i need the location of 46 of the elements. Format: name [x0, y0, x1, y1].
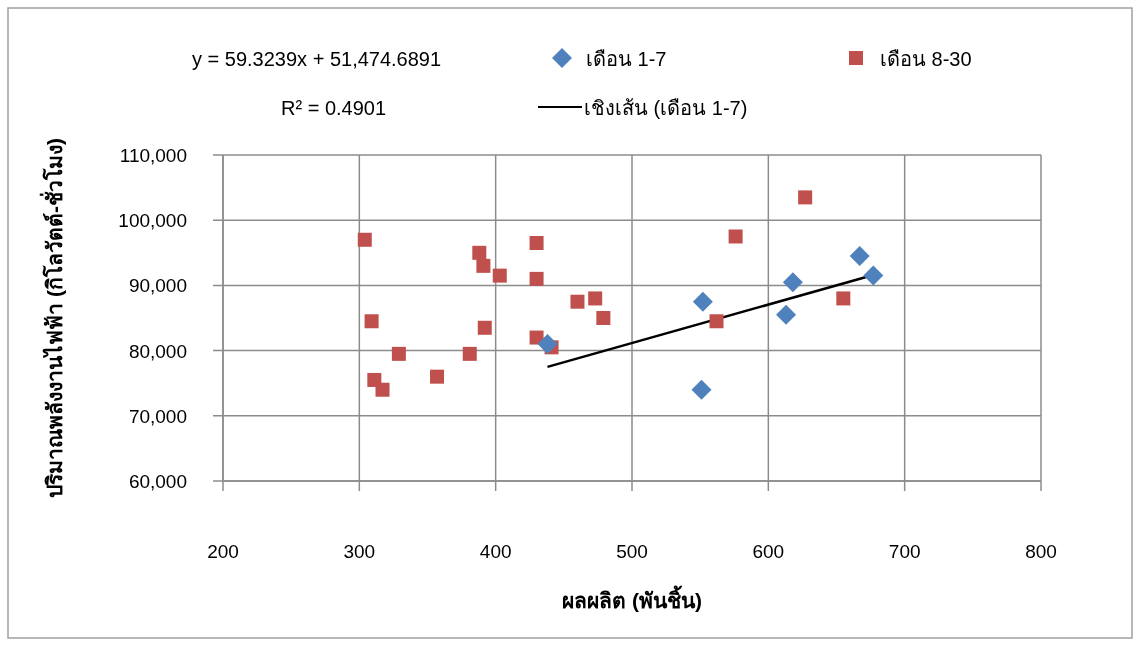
y-tick-label: 100,000	[118, 210, 187, 232]
x-tick-label: 700	[888, 541, 921, 562]
point	[776, 304, 797, 325]
point	[798, 190, 813, 205]
x-tick-label: 200	[207, 541, 239, 562]
point	[588, 291, 603, 306]
x-axis-title: ผลผลิต (พันชิ้น)	[562, 585, 702, 612]
point	[477, 320, 492, 335]
y-tick-label: 80,000	[128, 340, 187, 362]
point	[836, 291, 851, 306]
y-tick-label: 70,000	[128, 405, 187, 427]
y-tick-label: 110,000	[119, 145, 187, 166]
x-tick-label: 600	[752, 541, 785, 562]
x-tick-label: 300	[343, 541, 376, 562]
point	[430, 369, 445, 384]
point	[691, 379, 712, 400]
y-tick-label: 90,000	[128, 275, 187, 297]
point	[863, 265, 884, 286]
x-tick-label: 800	[1025, 541, 1057, 562]
point	[462, 346, 477, 361]
y-axis-title: ปริมาณพลังงานไฟฟ้า (กิโลวัตต์-ชั่วโมง)	[39, 138, 66, 498]
point	[782, 272, 803, 293]
point	[375, 382, 390, 397]
point	[849, 246, 870, 267]
point	[357, 232, 372, 247]
point	[529, 236, 544, 251]
y-tick-label: 60,000	[128, 471, 187, 492]
point	[570, 294, 585, 309]
legend-label: เดือน 1-7	[586, 48, 667, 70]
point	[492, 268, 507, 283]
text: R² = 0.4901	[281, 97, 387, 119]
legend-label: เชิงเส้น (เดือน 1-7)	[584, 97, 748, 119]
point	[728, 229, 743, 244]
text: y = 59.3239x + 51,474.6891	[192, 48, 442, 70]
point	[364, 314, 379, 329]
point	[596, 311, 611, 325]
point	[529, 271, 544, 286]
x-tick-label: 500	[616, 541, 648, 562]
point	[472, 245, 487, 260]
point	[692, 291, 713, 312]
point	[537, 334, 558, 355]
point	[476, 258, 491, 273]
x-tick-label: 400	[479, 541, 512, 562]
point	[391, 346, 406, 361]
point	[709, 314, 724, 329]
legend-label: เดือน 8-30	[880, 48, 972, 70]
